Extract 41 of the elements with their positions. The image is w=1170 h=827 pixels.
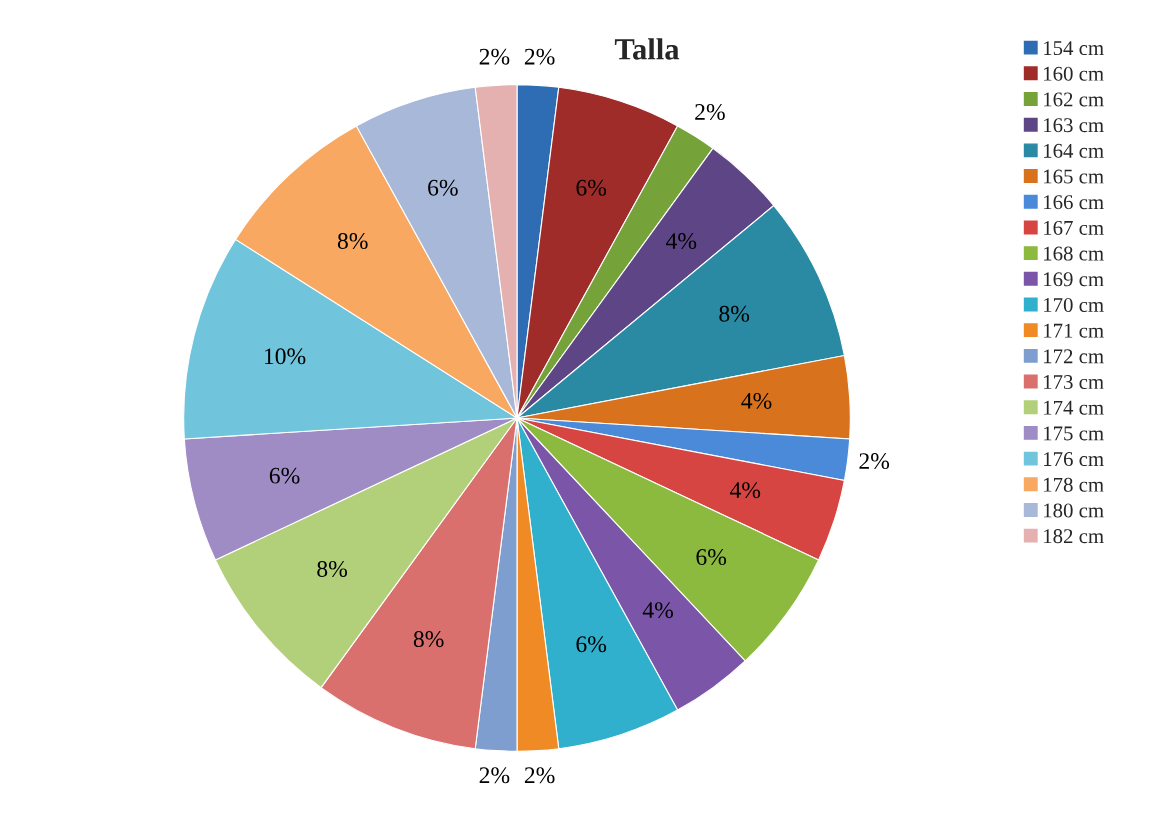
data-label: 4% xyxy=(642,602,673,619)
legend-label: 164 cm xyxy=(1044,143,1104,158)
chart-title: Talla xyxy=(614,38,680,60)
data-label: 8% xyxy=(317,560,348,577)
legend-label: 180 cm xyxy=(1044,503,1104,518)
legend-label: 170 cm xyxy=(1044,297,1104,312)
legend-label: 162 cm xyxy=(1044,92,1104,107)
legend-label: 171 cm xyxy=(1044,323,1104,338)
data-label: 2% xyxy=(524,767,555,784)
legend-label: 182 cm xyxy=(1044,529,1104,544)
data-label: 8% xyxy=(413,631,444,648)
data-label: 4% xyxy=(666,233,697,250)
legend-label: 154 cm xyxy=(1044,41,1104,56)
legend-label: 163 cm xyxy=(1044,118,1104,133)
data-label: 6% xyxy=(269,467,300,484)
data-label: 2% xyxy=(479,767,510,784)
legend-label: 160 cm xyxy=(1044,66,1104,81)
data-label: 8% xyxy=(337,233,368,250)
data-label: 2% xyxy=(695,104,725,121)
legend-label: 175 cm xyxy=(1044,426,1104,441)
legend-label: 168 cm xyxy=(1044,246,1104,261)
legend-label: 169 cm xyxy=(1044,272,1104,287)
data-label: 6% xyxy=(576,636,607,653)
data-label: 6% xyxy=(696,549,727,566)
data-label: 4% xyxy=(729,482,761,499)
data-label: 2% xyxy=(859,453,890,470)
legend-label: 167 cm xyxy=(1044,220,1104,235)
legend-label: 166 cm xyxy=(1044,195,1104,210)
legend-label: 174 cm xyxy=(1044,400,1104,415)
legend-label: 172 cm xyxy=(1044,349,1104,364)
data-label: 2% xyxy=(479,48,510,65)
legend-label: 178 cm xyxy=(1044,477,1104,492)
legend-label: 176 cm xyxy=(1044,452,1104,467)
data-label: 6% xyxy=(576,179,607,196)
data-label: 10% xyxy=(264,348,306,365)
data-label: 8% xyxy=(719,305,750,322)
data-label: 2% xyxy=(524,48,555,65)
legend-label: 173 cm xyxy=(1044,375,1104,390)
data-label: 6% xyxy=(428,179,458,196)
legend-label: 165 cm xyxy=(1044,169,1104,184)
data-label: 4% xyxy=(741,392,772,409)
